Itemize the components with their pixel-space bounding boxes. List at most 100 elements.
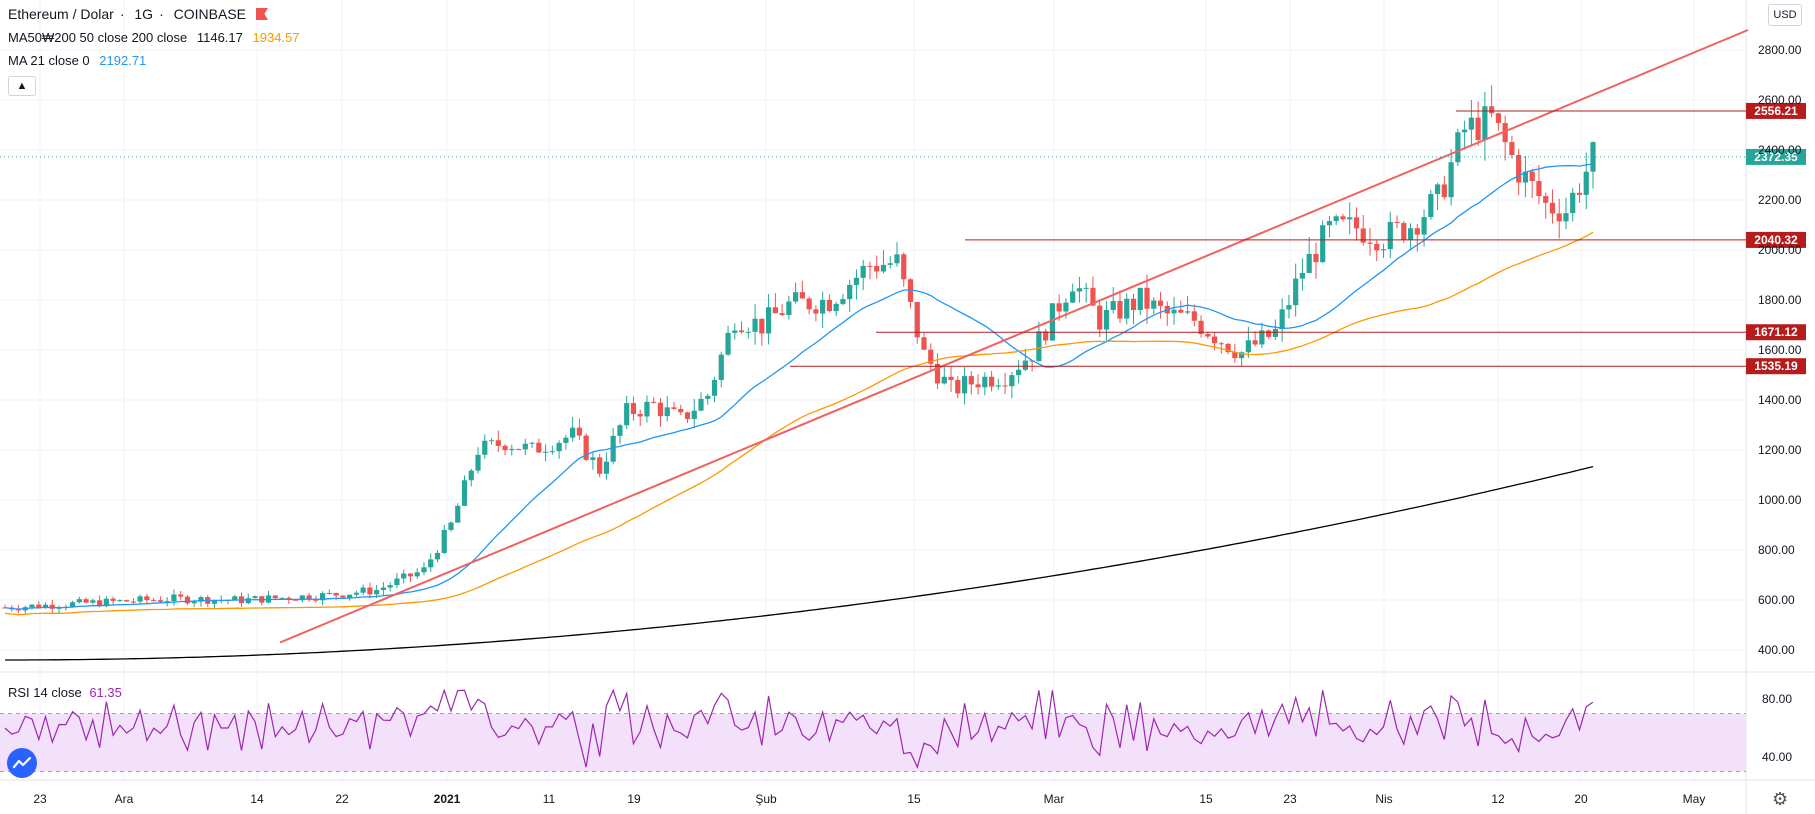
candle-body [880,264,887,272]
price-level-tag [1746,324,1806,341]
candle-body [563,437,569,443]
candle-body [1380,249,1387,251]
candle-body [583,435,589,460]
candle-body [211,600,218,604]
candle-body [124,600,130,602]
candle-body [1543,196,1549,203]
candle-body [468,470,474,481]
candle-body [1482,106,1488,141]
exchange: COINBASE [173,6,246,22]
candle-body [651,401,657,403]
rsi-tick-label: 80.00 [1762,692,1792,706]
candle-body [448,522,454,530]
candle-body [1414,228,1420,235]
candle-body [1299,272,1306,279]
candle-body [576,427,582,436]
candle-body [995,385,1001,387]
x-tick-label: 23 [1283,792,1297,806]
candle-body [36,604,42,608]
settings-gear-icon[interactable]: ⚙ [1772,789,1789,809]
candle-body [1529,171,1535,182]
candle-body [76,599,82,603]
candle-body [1191,311,1197,321]
candle-body [867,265,873,267]
candle-body [394,578,400,586]
candle-body [367,587,373,595]
candle-body [1340,216,1346,220]
candle-body [1563,213,1569,222]
candle-body [1475,117,1481,141]
ma50-200-label: MA50₩200 50 close 200 close [8,30,188,45]
candle-body [164,601,170,603]
candle-body [671,407,677,409]
candle-body [833,303,839,312]
symbol-legend: Ethereum / Dolar · 1G · COINBASE [8,6,274,22]
candle-body [461,480,468,506]
candle-body [610,435,616,462]
candle-body [590,457,596,460]
candle-body [414,572,420,577]
candle-body [745,331,751,333]
candle-body [887,263,893,265]
candle-body [874,266,880,272]
collapse-legend-button[interactable]: ▲ [8,76,36,96]
tradingview-logo-icon[interactable] [7,748,37,778]
ma200-value: 1934.57 [252,30,300,45]
x-tick-label: Nis [1375,792,1392,806]
candle-body [1117,301,1123,319]
candle-body [1178,309,1184,313]
candle-body [198,597,204,602]
x-tick-label: Ara [115,792,134,806]
interval: 1G [134,6,154,22]
candle-body [313,599,319,601]
candle-body [69,602,76,607]
candle-body [1293,278,1299,306]
candle-body [1232,352,1238,359]
candle-body [1421,217,1427,235]
candle-body [820,299,826,314]
candle-body [515,448,522,450]
candle-body [421,567,427,573]
candle-body [502,445,508,451]
ma50-line [4,231,1594,616]
candle-body [941,376,947,384]
candle-body [928,349,934,364]
candle-body [1272,329,1278,337]
candle-body [657,402,664,417]
candle-body [637,413,643,417]
rsi-legend: RSI 14 close 61.35 [8,685,122,700]
price-level-label: 1671.12 [1754,325,1798,339]
candle-body [1279,309,1285,330]
candle-body [630,403,637,414]
x-tick-label: 14 [250,792,264,806]
candle-body [1198,320,1204,334]
candle-body [137,596,143,602]
candle-body [49,604,55,609]
candle-body [1360,228,1366,243]
candle-body [1103,309,1110,330]
candle-body [509,448,515,451]
candle-body [1394,221,1400,224]
candle-body [1036,331,1042,362]
candle-body [407,573,414,577]
candle-body [617,425,623,436]
ma21-value: 2192.71 [99,53,147,68]
candle-body [691,410,697,419]
candle-body [921,337,927,350]
trend-line [279,29,1749,644]
candle-body [1583,171,1589,195]
candle-body [83,599,89,603]
candle-body [779,313,785,316]
rsi-tick-label: 40.00 [1762,750,1792,764]
candle-body [441,529,447,553]
currency-button[interactable]: USD [1768,4,1802,26]
candle-body [1205,333,1211,337]
y-tick-label: 2800.00 [1758,43,1802,57]
candle-body [1367,242,1373,244]
y-tick-label: 2200.00 [1758,193,1802,207]
symbol-name: Ethereum / Dolar [8,6,114,22]
candle-body [624,403,630,426]
candle-body [1225,343,1231,353]
candle-body [1556,213,1562,222]
